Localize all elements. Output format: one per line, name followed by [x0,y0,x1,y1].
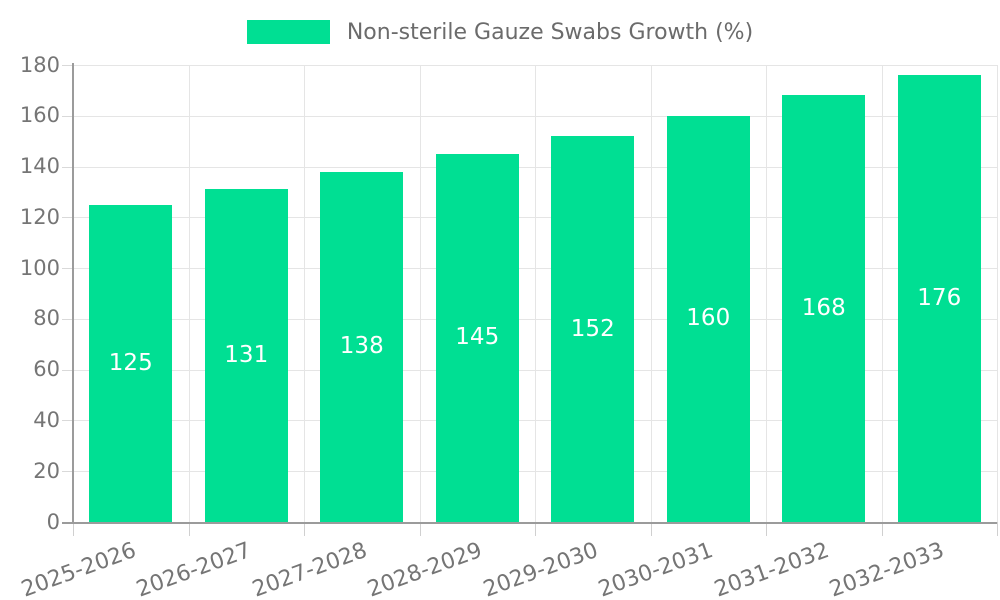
bar: 131 [204,189,288,522]
y-axis-tick-label: 40 [33,407,60,432]
bar-value-label: 152 [570,315,615,342]
x-axis-tick [419,522,421,536]
x-axis-category-label: 2027-2028 [249,538,371,600]
x-axis-tick [73,522,74,536]
legend-swatch [246,20,330,44]
bar: 152 [551,136,635,522]
x-axis-category-label: 2031-2032 [711,538,833,600]
x-axis-category-label: 2025-2026 [18,538,140,600]
x-axis-tick [997,522,998,536]
v-gridline [881,65,883,522]
y-axis-tick-label: 0 [46,509,60,534]
x-axis-tick [881,522,883,536]
y-axis-tick [62,318,73,320]
v-gridline [766,65,767,522]
x-axis-category-label: 2030-2031 [595,538,717,600]
x-axis-tick [188,522,190,536]
y-axis-tick [62,420,73,422]
bar-value-label: 131 [224,342,269,369]
y-axis-tick [62,369,73,371]
y-axis-tick-label: 80 [33,306,60,331]
v-gridline [304,65,305,522]
legend-label: Non-sterile Gauze Swabs Growth (%) [346,19,754,45]
x-axis-category-label: 2029-2030 [480,538,602,600]
y-axis-tick-label: 160 [19,103,60,128]
y-axis-tick [62,268,73,270]
bar-value-label: 138 [339,333,384,360]
bar-value-label: 176 [917,285,962,312]
x-axis-tick [304,522,305,536]
y-axis-tick-label: 20 [33,458,60,483]
y-axis-tick [62,217,73,219]
y-axis-tick-label: 60 [33,357,60,382]
x-axis-category-label: 2032-2033 [826,538,948,600]
bar-value-label: 168 [801,295,846,322]
y-axis-tick-label: 120 [19,204,60,229]
x-axis-tick [650,522,652,536]
y-axis-tick-label: 100 [19,255,60,280]
v-gridline [535,65,536,522]
bar: 145 [435,153,519,522]
bar: 160 [666,115,750,522]
v-gridline [650,65,652,522]
y-axis-tick-label: 180 [19,52,60,77]
y-axis-tick [62,471,73,473]
x-axis-tick [766,522,767,536]
bar: 176 [897,75,981,522]
bar-value-label: 160 [686,305,731,332]
y-axis-line [72,63,74,522]
v-gridline [997,65,998,522]
x-axis-category-label: 2028-2029 [364,538,486,600]
x-axis-category-label: 2026-2027 [133,538,255,600]
y-axis-tick [62,65,73,66]
x-axis-tick [535,522,536,536]
v-gridline [188,65,190,522]
y-axis-tick [62,166,73,168]
bar: 138 [320,171,404,522]
bar: 125 [89,204,173,522]
bar-value-label: 125 [108,349,153,376]
y-axis-tick [62,115,73,117]
x-axis-line [62,522,997,524]
bar: 168 [782,95,866,522]
chart-legend: Non-sterile Gauze Swabs Growth (%) [0,16,1000,48]
y-axis-tick-label: 140 [19,154,60,179]
v-gridline [419,65,421,522]
bar-value-label: 145 [455,324,500,351]
